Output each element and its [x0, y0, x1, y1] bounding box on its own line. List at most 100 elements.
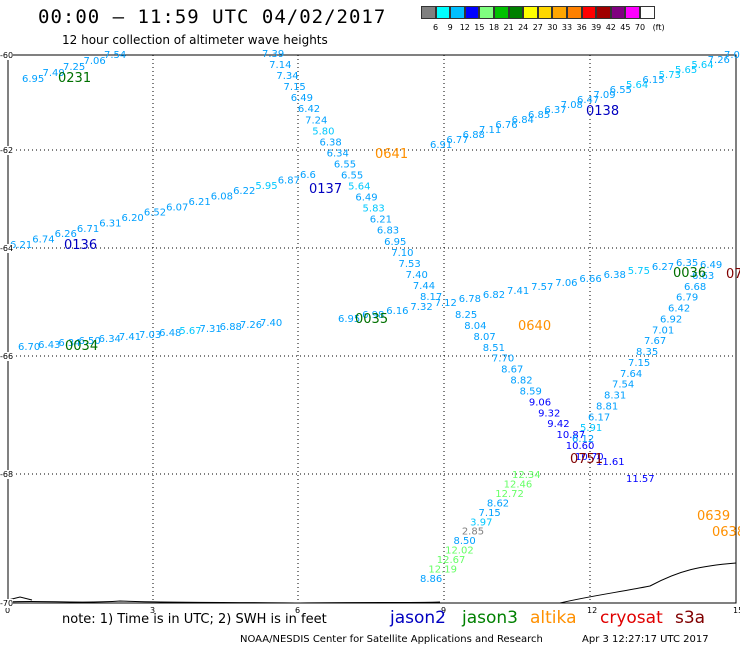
wave-height-value: 6.50 [79, 336, 101, 347]
wave-height-value: 6.83 [377, 226, 399, 237]
wave-height-value: 6.74 [32, 235, 54, 246]
wave-height-value: 7.03 [139, 330, 161, 341]
pass-label: 0136 [64, 238, 97, 253]
wave-height-value: 3.97 [470, 517, 492, 528]
legend-jason3: jason3 [462, 608, 518, 628]
wave-height-value: 8.62 [487, 498, 509, 509]
wave-height-value: 6.76 [495, 120, 517, 131]
wave-height-value: 6.49 [291, 93, 313, 104]
credit-line: NOAA/NESDIS Center for Satellite Applica… [240, 634, 543, 645]
wave-height-value: 5.64 [348, 182, 370, 193]
wave-height-value: 6.34 [99, 334, 121, 345]
wave-height-value: 6.54 [0, 0, 22, 3]
wave-height-value: 9.06 [529, 397, 551, 408]
wave-height-value: 8.25 [455, 310, 477, 321]
scale-label: 9 [447, 23, 453, 32]
wave-height-value: 5.80 [312, 126, 334, 137]
wave-height-value: 6.55 [341, 171, 363, 182]
wave-height-value: 6.66 [579, 274, 601, 285]
scale-label: 39 [591, 23, 602, 32]
pass-label: 0639 [697, 509, 730, 524]
page-subtitle: 12 hour collection of altimeter wave hei… [62, 33, 328, 47]
wave-height-value: 6.77 [446, 135, 468, 146]
pass-label: 0638 [712, 525, 740, 540]
wave-height-value: 6.34 [58, 338, 80, 349]
scale-label: 45 [620, 23, 631, 32]
wave-height-value: 7.54 [104, 50, 126, 61]
wave-height-value: 8.82 [510, 376, 532, 387]
wave-height-value: 6.95 [22, 74, 44, 85]
wave-height-value: 6.84 [512, 115, 534, 126]
wave-height-value: 6.6 [300, 170, 316, 181]
scale-label: 42 [605, 23, 616, 32]
wave-height-value: 2.85 [462, 527, 484, 538]
pass-label: 0231 [58, 71, 91, 86]
wave-height-value: 6.21 [370, 215, 392, 226]
wave-height-value: 7.39 [262, 49, 284, 60]
scale-swatch [494, 6, 509, 19]
wave-height-value: 12.19 [428, 565, 457, 576]
wave-height-value: 6.16 [386, 306, 408, 317]
wave-height-value: 6.24 [0, 0, 22, 3]
wave-height-value: 6.85 [528, 110, 550, 121]
scale-label: 33 [561, 23, 573, 32]
wave-height-value: 6.43 [38, 340, 60, 351]
footer-note: note: 1) Time is in UTC; 2) SWH is in fe… [62, 612, 327, 627]
wave-height-value: 7.41 [507, 286, 529, 297]
wave-height-value: 7.15 [284, 82, 306, 93]
scale-label: 24 [518, 23, 529, 32]
wave-height-value: 12.46 [504, 479, 533, 490]
scale-swatch [596, 6, 611, 19]
wave-height-value: 5.83 [363, 204, 385, 215]
wave-height-value: 7.10 [391, 248, 413, 259]
scale-label: 27 [532, 23, 543, 32]
wave-height-value: 5.73 [659, 70, 681, 81]
wave-height-value: 6.22 [233, 186, 255, 197]
wave-height-value: 6.52 [144, 208, 166, 219]
wave-height-value: 10.87 [557, 430, 586, 441]
scale-swatch [567, 6, 582, 19]
wave-height-value: 6.98 [362, 310, 384, 321]
wave-height-value: 5.67 [179, 326, 201, 337]
scale-label: 6 [433, 23, 439, 32]
scale-swatch [552, 6, 567, 19]
scale-swatch [508, 6, 524, 19]
wave-height-value: 8.59 [520, 386, 542, 397]
x-tick-label: 9 [441, 606, 447, 615]
wave-height-value: 7.11 [479, 125, 501, 136]
pass-label: 0751 [570, 452, 603, 467]
wave-height-value: 6.34 [327, 148, 349, 159]
pass-label: 0034 [65, 339, 98, 354]
x-tick-label: 15 [733, 606, 740, 615]
wave-height-value: 7.15 [628, 358, 650, 369]
wave-height-value: 7.32 [410, 302, 432, 313]
map-grid [8, 55, 736, 603]
wave-height-value: 6.35 [676, 258, 698, 269]
page-title: 00:00 — 11:59 UTC 04/02/2017 [38, 6, 387, 28]
wave-height-value: 6.37 [544, 105, 566, 116]
wave-height-value: 7.09 [593, 90, 615, 101]
wave-height-value: 6.82 [483, 290, 505, 301]
wave-height-value: 6.21 [10, 240, 32, 251]
wave-height-value: 6.95 [384, 237, 406, 248]
wave-height-value: 7.49 [43, 68, 65, 79]
scale-label: 70 [634, 23, 646, 32]
scale-swatch [537, 6, 553, 19]
wave-height-value: 8.81 [596, 401, 618, 412]
wave-height-value: 6.78 [459, 294, 481, 305]
wave-height-value: 10.60 [566, 441, 595, 452]
scale-label: 15 [474, 23, 485, 32]
wave-height-value: 6.55 [610, 85, 632, 96]
wave-height-value: 7.26 [708, 55, 730, 66]
coastline [7, 562, 737, 604]
wave-height-value: 6.49 [355, 193, 377, 204]
wave-height-value: 7.64 [620, 369, 642, 380]
wave-height-value: 7.01 [724, 50, 740, 61]
wave-height-value: 8.04 [464, 321, 486, 332]
scale-swatch [581, 6, 597, 19]
wave-height-value: 12.02 [445, 546, 474, 557]
generated-time: Apr 3 12:27:17 UTC 2017 [582, 634, 709, 645]
wave-height-value: 7.70 [492, 354, 514, 365]
wave-height-value: 7.41 [119, 332, 141, 343]
